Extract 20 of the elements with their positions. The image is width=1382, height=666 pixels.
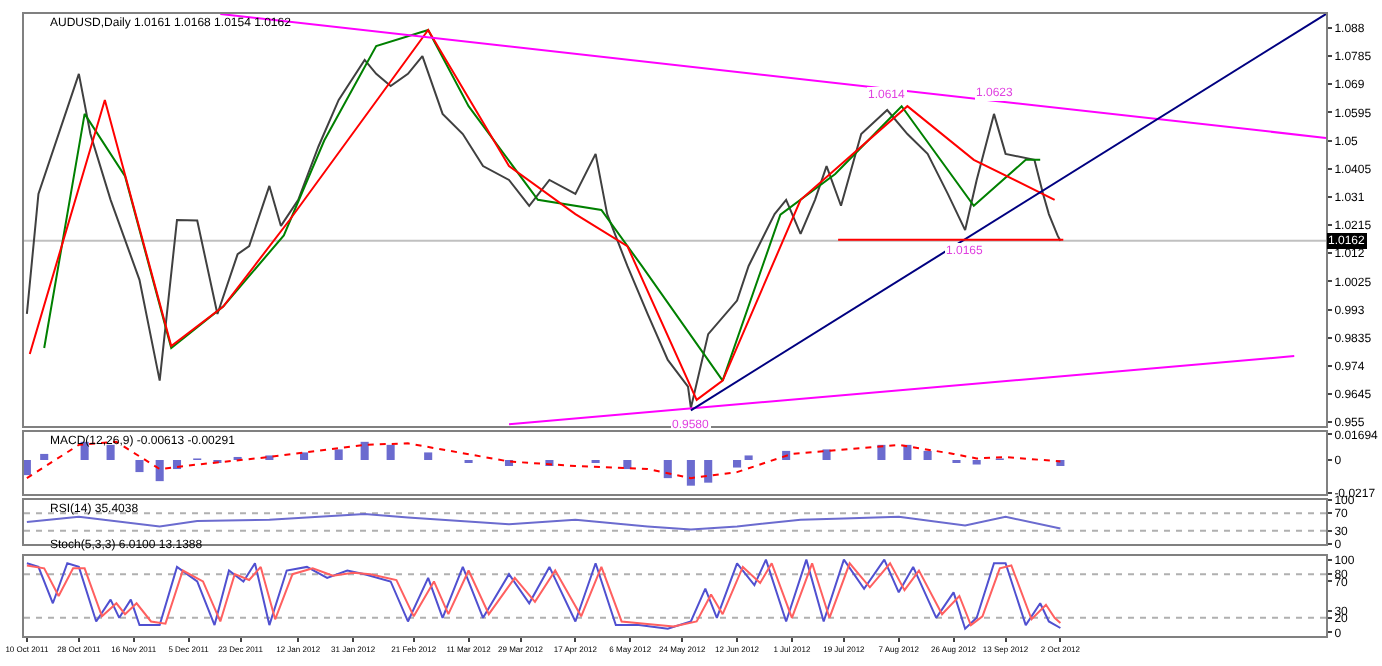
bar xyxy=(386,444,395,460)
bar xyxy=(40,453,49,460)
bar xyxy=(704,459,713,483)
bar xyxy=(972,459,981,465)
bar xyxy=(24,459,31,476)
bar xyxy=(923,450,932,460)
bar xyxy=(106,444,115,460)
bar xyxy=(360,441,369,460)
bar xyxy=(623,459,632,470)
bar xyxy=(334,449,343,460)
bar xyxy=(822,449,831,460)
bar xyxy=(663,459,672,479)
bar xyxy=(424,452,433,460)
line-series xyxy=(25,513,1062,531)
bar xyxy=(733,459,742,468)
bar xyxy=(155,459,164,482)
bar xyxy=(135,459,144,473)
bar xyxy=(686,459,695,486)
bar xyxy=(903,444,912,460)
bar xyxy=(299,452,309,460)
